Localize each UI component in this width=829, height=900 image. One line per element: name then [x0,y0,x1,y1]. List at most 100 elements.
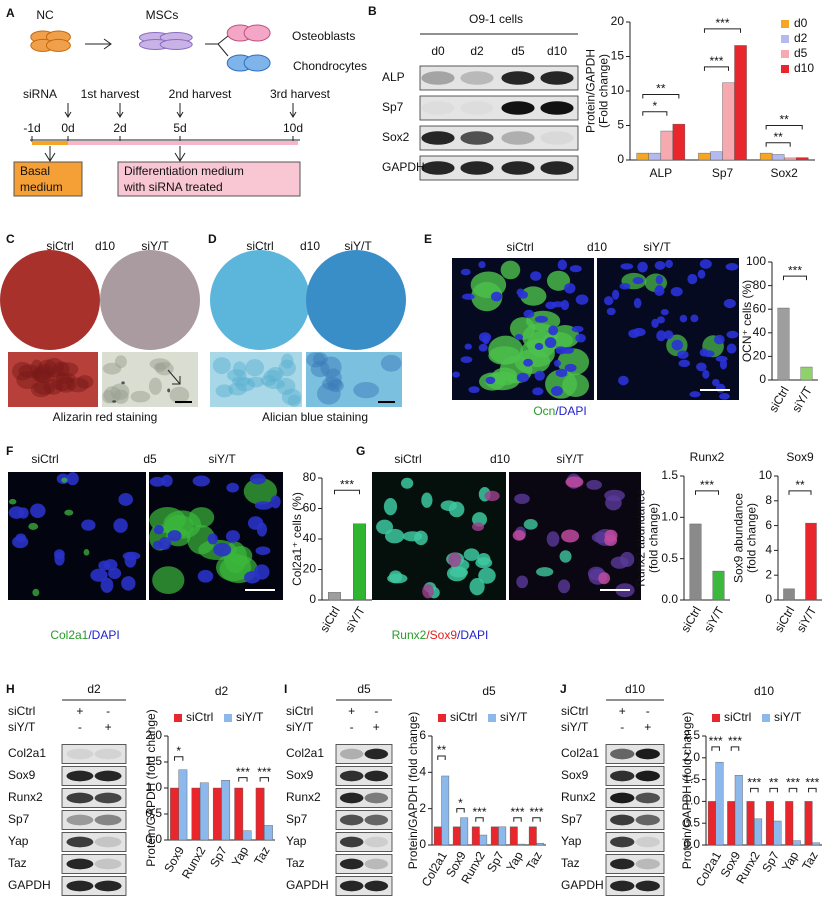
x-tick-label: Sp7 [712,166,734,180]
cell [270,495,281,509]
label: d5 [511,44,525,58]
cell [637,261,648,273]
cell [689,391,701,398]
cell [197,569,214,583]
sig-bracket [783,275,807,281]
label: siCtrl [46,239,73,253]
label: + [644,720,651,734]
sig-label: *** [236,765,250,779]
cell [212,357,231,374]
sig-bracket [532,817,541,822]
sig-label: ** [773,130,783,144]
label: siCtrl [246,239,273,253]
stain-caption: Col2a1/DAPI [50,628,119,642]
cell [679,314,688,323]
panel-letter: D [208,232,217,246]
blot-band [94,748,122,760]
basal-bar [32,141,68,145]
x-tick-label: Sp7 [484,849,507,875]
cell [100,577,114,593]
cell-icon [243,24,271,42]
cell [8,498,17,505]
cell [651,318,659,328]
label: - [350,720,354,734]
cell [512,530,526,541]
y-axis-label: Protein/GAPDH [584,49,598,133]
y-tick-label: 2 [419,801,426,815]
cell [523,519,538,530]
cell [213,542,232,557]
cell [697,269,706,279]
y-tick-label: 60 [753,301,767,315]
y-tick-label: 0 [759,372,766,386]
cell [149,476,166,487]
x-tick-label: siCtrl [678,604,704,635]
cell [536,567,554,577]
cell [520,286,547,306]
cell [545,301,557,310]
legend-swatch [438,714,446,722]
cell [460,268,471,276]
cell [448,501,465,518]
label: siCtrl [286,704,313,718]
cell [569,265,582,273]
label: siY/T [643,240,671,254]
label: siCtrl [8,704,35,718]
cell [28,522,39,530]
panel-letter: C [6,232,15,246]
label: Yap [286,834,307,848]
legend-label: d0 [794,16,808,30]
sig-bracket [259,777,269,782]
legend-label: siCtrl [186,710,213,724]
label: medium [20,180,63,194]
blot-band [635,748,660,760]
sig-bracket [174,756,184,761]
cell [550,386,563,397]
label: O9-1 cells [469,12,523,26]
bar [672,123,686,161]
cell [655,275,664,285]
label: Taz [561,856,580,870]
cell [470,271,507,299]
cell [598,572,611,585]
sig-label: *** [786,775,800,789]
y-tick-label: 60 [303,501,317,515]
sig-label: *** [510,805,524,819]
sig-bracket [334,489,360,495]
cell [654,285,665,296]
label: GAPDH [286,878,329,892]
cell [586,479,602,490]
label: d10 [300,239,320,253]
blot-band [66,858,94,870]
cell [557,259,568,271]
sig-label: *** [728,734,742,748]
cell [620,551,635,567]
bar [517,843,526,846]
label: GAPDH [382,160,425,174]
cell [30,503,46,518]
blot-band [94,880,122,892]
stain-caption: Runx2/Sox9/DAPI [392,628,489,642]
bar [221,780,231,841]
y-axis-label: (fold change) [647,503,661,573]
cell [488,346,521,365]
cell [632,277,644,285]
legend-swatch [781,50,789,58]
blot-strip [419,125,579,151]
cell [54,551,65,566]
label: Sox2 [382,130,410,144]
cell [130,390,151,403]
bar [199,782,209,841]
blot-band [364,814,389,826]
cell [400,477,414,489]
cell [264,379,285,389]
cell [562,373,590,398]
cell [448,552,462,568]
arrow [205,35,229,57]
cell [523,358,533,367]
bar [715,761,724,846]
legend-label: siY/T [236,710,264,724]
sig-label: *** [715,16,729,30]
blot-band [364,880,389,892]
bar [490,826,499,846]
